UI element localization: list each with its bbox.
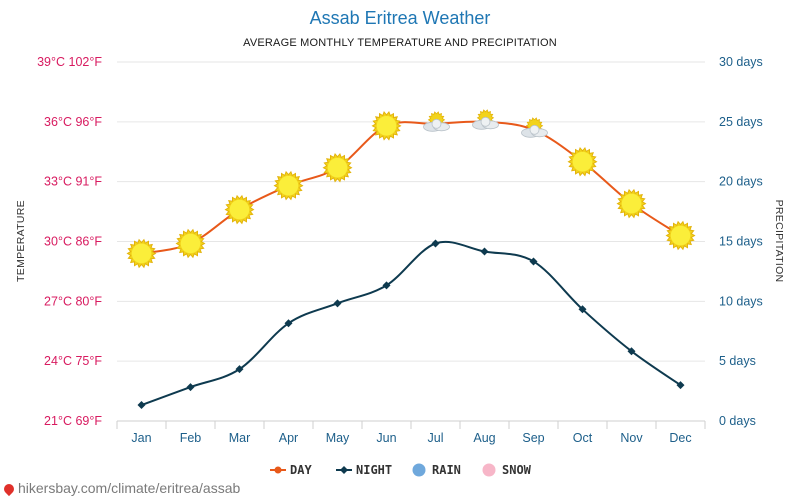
night-point: [578, 305, 587, 314]
sun-icon: [126, 238, 157, 269]
sun-disc: [278, 175, 299, 196]
x-tick-label: Apr: [279, 431, 298, 445]
left-axis-title: TEMPERATURE: [15, 200, 27, 282]
series-layer: [126, 109, 696, 410]
sun-icon: [371, 111, 402, 141]
left-tick-label: 30°C 86°F: [44, 235, 102, 249]
right-tick-label: 15 days: [719, 235, 763, 249]
right-tick-label: 0 days: [719, 414, 756, 428]
sun-icon: [273, 170, 304, 201]
legend-item-snow[interactable]: SNOW: [482, 463, 532, 477]
legend-marker: [412, 463, 426, 477]
sun-icon: [567, 146, 598, 177]
source-watermark[interactable]: hikersbay.com/climate/eritrea/assab: [1, 480, 241, 497]
legend-marker: [482, 463, 496, 477]
x-tick-label: Jul: [428, 431, 444, 445]
sun-disc: [572, 151, 593, 172]
sun-icon: [322, 152, 353, 183]
chart-title: Assab Eritrea Weather: [310, 8, 491, 28]
cloud-puff: [480, 116, 491, 127]
left-tick-label: 33°C 91°F: [44, 175, 102, 189]
night-point: [480, 247, 489, 256]
legend[interactable]: DAY NIGHT RAIN SNOW: [270, 463, 532, 477]
sun-disc: [670, 225, 691, 246]
x-tick-label: Jun: [376, 431, 396, 445]
night-point: [676, 381, 685, 390]
sun-disc: [229, 199, 250, 220]
x-tick-label: Jan: [131, 431, 151, 445]
x-tick-label: Sep: [522, 431, 544, 445]
right-tick-label: 5 days: [719, 354, 756, 368]
x-tick-label: Feb: [180, 431, 202, 445]
grid-lines: [117, 61, 705, 422]
day-series-line: [141, 120, 682, 255]
chart-subtitle: AVERAGE MONTHLY TEMPERATURE AND PRECIPIT…: [243, 37, 557, 49]
left-tick-label: 24°C 75°F: [44, 354, 102, 368]
cloud-puff: [529, 124, 540, 135]
watermark-text: hikersbay.com/climate/eritrea/assab: [18, 480, 241, 496]
right-tick-label: 10 days: [719, 294, 763, 308]
left-y-axis: 21°C 69°F 24°C 75°F 27°C 80°F 30°C 86°F 33°C…: [37, 55, 102, 428]
right-tick-label: 25 days: [719, 115, 763, 129]
night-point: [186, 383, 195, 392]
night-series-line: [141, 240, 682, 406]
sun-disc: [327, 157, 348, 178]
x-tick-label: Aug: [473, 431, 495, 445]
legend-item-rain[interactable]: RAIN: [412, 463, 461, 477]
night-point: [627, 347, 636, 356]
night-point: [431, 239, 440, 248]
sun-disc: [621, 193, 642, 214]
right-tick-label: 20 days: [719, 175, 763, 189]
x-tick-label: May: [326, 431, 350, 445]
night-point: [333, 299, 342, 308]
partly-cloudy-icon: [521, 117, 548, 138]
sun-icon: [616, 188, 647, 219]
sun-disc: [180, 233, 201, 254]
left-tick-label: 36°C 96°F: [44, 115, 102, 129]
legend-label: SNOW: [502, 463, 532, 477]
partly-cloudy-icon: [423, 111, 450, 132]
partly-cloudy-icon: [472, 109, 499, 130]
legend-label: DAY: [290, 463, 312, 477]
legend-label: NIGHT: [356, 463, 392, 477]
x-tick-label: Mar: [229, 431, 251, 445]
left-tick-label: 27°C 80°F: [44, 294, 102, 308]
right-tick-label: 30 days: [719, 55, 763, 69]
legend-label: RAIN: [432, 463, 461, 477]
x-tick-label: Oct: [573, 431, 593, 445]
legend-item-day[interactable]: DAY: [270, 463, 312, 477]
sun-disc: [376, 116, 397, 136]
map-pin-icon: [1, 481, 17, 497]
night-point: [284, 319, 293, 328]
sun-icon: [665, 220, 696, 251]
night-point: [137, 401, 146, 410]
right-axis-title: PRECIPITATION: [773, 200, 785, 283]
sun-icon: [224, 194, 255, 225]
night-point: [529, 257, 538, 266]
x-axis: Jan Feb Mar Apr May Jun Jul Aug Sep Oct Nov Dec: [116, 420, 706, 445]
right-y-axis: 0 days 5 days 10 days 15 days 20 days 25 days…: [719, 55, 763, 428]
cloud-puff: [431, 118, 442, 129]
night-point: [235, 365, 244, 374]
night-point: [382, 281, 391, 290]
legend-marker: [340, 466, 348, 474]
legend-marker: [274, 466, 282, 474]
x-tick-label: Dec: [669, 431, 691, 445]
legend-item-night[interactable]: NIGHT: [336, 463, 392, 477]
sun-disc: [131, 243, 152, 264]
x-tick-label: Nov: [620, 431, 643, 445]
sun-icon: [175, 228, 206, 259]
left-tick-label: 39°C 102°F: [37, 55, 102, 69]
left-tick-label: 21°C 69°F: [44, 414, 102, 428]
